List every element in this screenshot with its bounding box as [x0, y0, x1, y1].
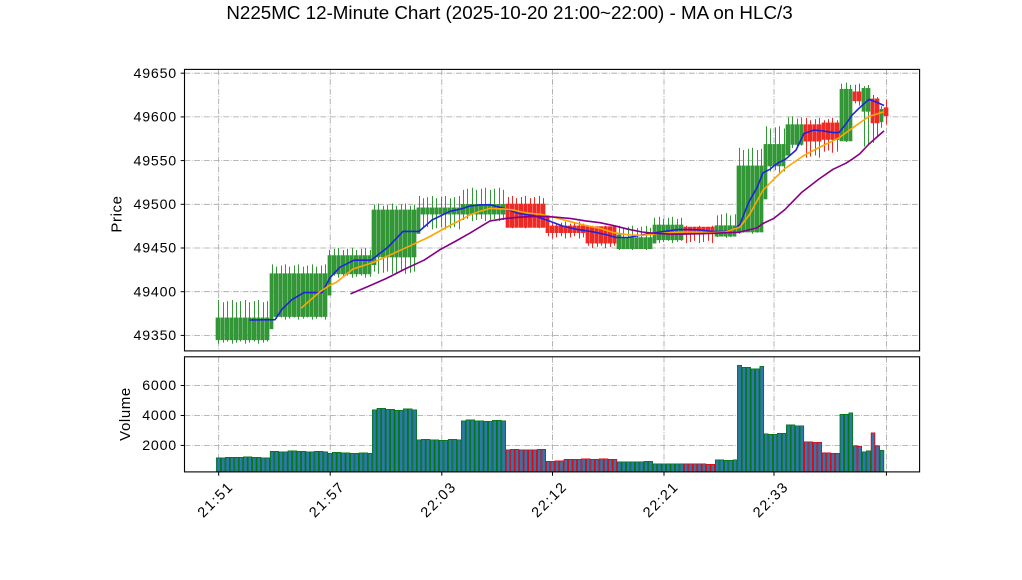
svg-text:4000: 4000 [142, 408, 177, 424]
svg-text:Volume: Volume [117, 387, 134, 441]
svg-text:6000: 6000 [142, 378, 177, 394]
svg-text:49550: 49550 [134, 153, 177, 169]
svg-text:49350: 49350 [134, 328, 177, 344]
svg-text:2000: 2000 [142, 438, 177, 454]
svg-text:49400: 49400 [134, 284, 177, 300]
svg-text:49500: 49500 [134, 197, 177, 213]
svg-text:49450: 49450 [134, 241, 177, 257]
svg-text:Price: Price [109, 195, 126, 232]
svg-text:N225MC 12-Minute Chart (2025-1: N225MC 12-Minute Chart (2025-10-20 21:00… [226, 2, 792, 23]
svg-text:49650: 49650 [134, 66, 177, 82]
svg-text:49600: 49600 [134, 110, 177, 126]
